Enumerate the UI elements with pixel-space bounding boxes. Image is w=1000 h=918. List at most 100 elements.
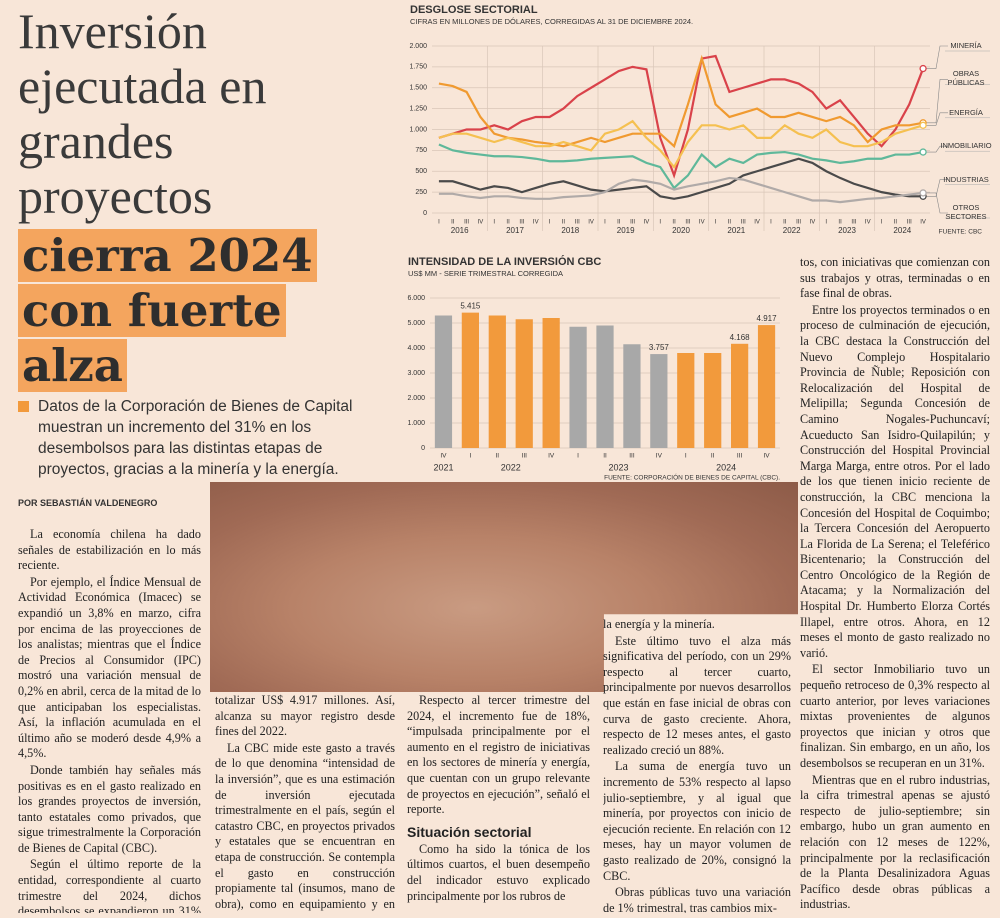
paragraph: Entre los proyectos terminados o en proc… bbox=[800, 302, 990, 660]
source: FUENTE: CORPORACIÓN DE BIENES DE CAPITAL… bbox=[604, 473, 780, 482]
legend-label: MINERÍA bbox=[950, 41, 982, 50]
x-tick-label: II bbox=[672, 220, 676, 226]
series-line bbox=[438, 176, 924, 204]
x-tick-label: III bbox=[796, 220, 801, 226]
value-label: 4.168 bbox=[730, 333, 751, 342]
paragraph: la energía y la minería. bbox=[603, 617, 715, 631]
year-label: 2020 bbox=[672, 226, 690, 235]
paragraph: La suma de energía tuvo un incremento de… bbox=[603, 759, 791, 883]
x-tick-label: III bbox=[737, 453, 743, 460]
paragraph: totalizar US$ 4.917 millones. Así, alcan… bbox=[215, 693, 395, 739]
column: la energía y la minería. Este último tuvo… bbox=[603, 617, 791, 913]
x-tick-label: II bbox=[495, 453, 499, 460]
y-tick-label: 0 bbox=[423, 210, 427, 217]
x-tick-label: III bbox=[630, 220, 635, 226]
bar bbox=[461, 312, 479, 448]
legend-label: OBRAS PÚBLICAS bbox=[947, 69, 985, 88]
paragraph: Por ejemplo, el Índice Mensual de Activi… bbox=[18, 574, 201, 761]
y-tick-label: 1.500 bbox=[409, 85, 427, 92]
chart-title: DESGLOSE SECTORIAL bbox=[410, 4, 538, 16]
subheading: Situación sectorial bbox=[407, 823, 532, 840]
bar bbox=[677, 353, 695, 448]
y-tick-label: 1.250 bbox=[409, 105, 427, 112]
y-tick-label: 2.000 bbox=[409, 43, 427, 50]
legend-connector bbox=[923, 179, 948, 197]
legend-connector bbox=[923, 112, 948, 126]
value-label: 5.415 bbox=[460, 302, 481, 311]
end-point bbox=[919, 121, 927, 129]
x-tick-label: II bbox=[506, 220, 510, 226]
year-label: 2021 bbox=[433, 462, 453, 472]
bar bbox=[757, 325, 776, 448]
x-tick-label: III bbox=[522, 453, 528, 460]
headline-highlight-text: cierra 2024 con fuerte alza bbox=[18, 229, 317, 392]
series-line bbox=[438, 157, 924, 200]
x-tick-label: IV bbox=[533, 220, 539, 226]
x-tick-label: III bbox=[741, 220, 746, 226]
end-point bbox=[919, 189, 927, 197]
y-tick-label: 500 bbox=[415, 168, 427, 175]
x-tick-label: I bbox=[549, 220, 551, 226]
x-tick-label: IV bbox=[865, 220, 871, 226]
x-tick-label: II bbox=[451, 220, 455, 226]
y-tick-label: 6.000 bbox=[407, 295, 425, 302]
x-tick-label: IV bbox=[920, 220, 926, 226]
paragraph: La economía chilena ha dado señales de e… bbox=[18, 527, 201, 573]
y-tick-label: 4.000 bbox=[407, 345, 425, 352]
paragraph: Donde también hay señales más positivas … bbox=[18, 762, 201, 855]
bar bbox=[542, 318, 560, 448]
end-point bbox=[919, 64, 927, 73]
paragraph: Mientras que en el rubro industrias, la … bbox=[800, 772, 990, 912]
column: totalizar US$ 4.917 millones. Así, alcan… bbox=[215, 693, 395, 913]
bar bbox=[596, 325, 614, 448]
year-label: 2021 bbox=[727, 226, 745, 235]
x-tick-label: I bbox=[493, 220, 495, 226]
paragraph: tos, con iniciativas que comienzan con s… bbox=[800, 255, 990, 301]
year-label: 2023 bbox=[608, 462, 628, 472]
x-tick-label: II bbox=[894, 220, 898, 226]
paragraph: Como ha sido la tónica de los últimos cu… bbox=[407, 841, 590, 903]
x-tick-label: I bbox=[770, 220, 772, 226]
byline: POR SEBASTIÁN VALDENEGRO bbox=[18, 498, 158, 508]
series-line bbox=[438, 143, 924, 190]
paragraph: Respecto al tercer trimestre del 2024, e… bbox=[407, 693, 590, 817]
y-tick-label: 2.000 bbox=[407, 395, 425, 402]
column: Respecto al tercer trimestre del 2024, e… bbox=[407, 693, 590, 913]
year-label: 2016 bbox=[451, 226, 469, 235]
series-line bbox=[438, 119, 924, 170]
x-tick-label: II bbox=[838, 220, 842, 226]
x-tick-label: III bbox=[685, 220, 690, 226]
paragraph: Obras públicas tuvo una variación de 1% … bbox=[603, 885, 791, 913]
chart-title: INTENSIDAD DE LA INVERSIÓN CBC bbox=[408, 255, 601, 268]
x-tick-label: I bbox=[685, 453, 687, 460]
legend-label: INMOBILIARIO bbox=[940, 141, 992, 151]
year-label: 2019 bbox=[617, 226, 635, 235]
year-label: 2018 bbox=[561, 226, 579, 235]
x-tick-label: III bbox=[907, 220, 912, 226]
legend-label: OTROS SECTORES bbox=[945, 203, 987, 221]
x-tick-label: IV bbox=[588, 220, 594, 226]
end-point bbox=[919, 148, 927, 156]
paragraph: Según el último reporte de la entidad, c… bbox=[18, 857, 201, 913]
x-tick-label: IV bbox=[644, 220, 650, 226]
lead-bullet bbox=[18, 401, 29, 412]
legend-connector bbox=[923, 79, 948, 124]
paragraph: La CBC mide este gasto a través de lo qu… bbox=[215, 740, 395, 913]
y-tick-label: 250 bbox=[415, 189, 427, 196]
value-label: 3.757 bbox=[649, 343, 670, 352]
legend-connector bbox=[923, 45, 948, 69]
x-tick-label: III bbox=[575, 220, 580, 226]
year-label: 2022 bbox=[783, 226, 801, 235]
x-tick-label: I bbox=[469, 453, 471, 460]
x-tick-label: II bbox=[783, 220, 787, 226]
x-tick-label: IV bbox=[699, 220, 705, 226]
bar bbox=[569, 326, 587, 448]
x-tick-label: I bbox=[577, 453, 579, 460]
x-tick-label: III bbox=[464, 220, 469, 226]
x-tick-label: I bbox=[604, 220, 606, 226]
x-tick-label: IV bbox=[763, 453, 770, 460]
headline-title: Inversión ejecutada en grandes proyectos bbox=[18, 3, 267, 224]
bar bbox=[623, 344, 641, 448]
legend-connector bbox=[923, 145, 948, 153]
